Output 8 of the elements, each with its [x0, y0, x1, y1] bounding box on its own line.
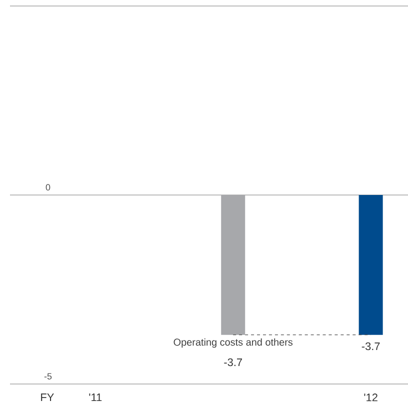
x-tick-label: '11: [89, 394, 102, 402]
data-label: -3.7: [362, 342, 380, 350]
x-axis-title: FY: [41, 394, 54, 402]
x-tick-label: '12: [364, 394, 378, 402]
y-tick-label: 0: [46, 184, 50, 190]
data-label: -3.7: [224, 358, 242, 366]
y-tick-label: -5: [44, 373, 52, 380]
x-tick-label: Operating costs and others: [174, 338, 293, 348]
